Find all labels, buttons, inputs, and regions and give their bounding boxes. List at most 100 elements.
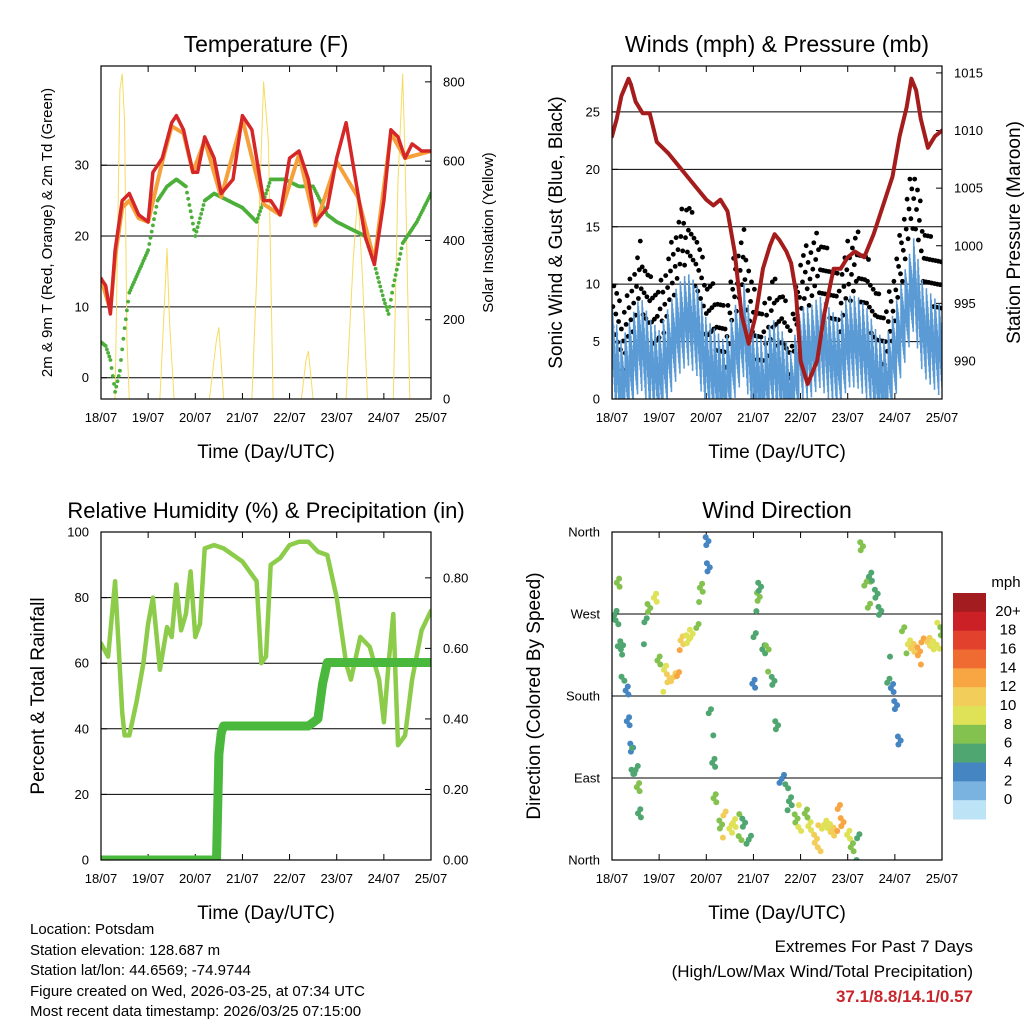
winds-y2label: Station Pressure (Maroon) [1004,121,1024,344]
gust-point [780,294,786,300]
direction-point [739,815,746,822]
gust-point [802,269,808,275]
gust-point [813,257,819,262]
winds-ytick-label: 15 [586,219,600,234]
gust-point [849,272,854,277]
dewpoint-point [201,203,206,207]
direction-point [732,816,739,822]
humidity-y2tick-label: 0.00 [443,853,468,868]
temperature-xtick-label: 19/07 [132,410,165,425]
direction-point [814,844,821,851]
direction-point [871,586,878,593]
direction-point [618,673,625,680]
wind_direction-xtick-label: 25/07 [926,871,959,886]
winds-xtick-label: 18/07 [596,410,629,425]
temperature-xtick-label: 18/07 [85,410,118,425]
gust-point [800,279,805,285]
gust-point [626,305,632,311]
legend-swatch [953,724,986,745]
gust-point [696,268,702,273]
gust-point [636,296,641,301]
wind_direction-xtick-label: 19/07 [643,871,676,886]
gust-point [893,287,899,293]
gust-point [682,262,687,268]
winds-y2tick-label: 990 [954,353,976,368]
gust-point [621,309,627,315]
gust-point [616,319,621,324]
gust-point [632,272,637,277]
dewpoint-point [123,317,128,322]
gust-point [648,274,654,280]
dewpoint-point [392,278,397,283]
gust-point [742,277,748,282]
gust-point [917,198,923,204]
gust-point [867,304,872,310]
direction-point [867,600,874,607]
gust-point [881,315,886,321]
wind_direction-plot-border [611,531,943,861]
humidity-xtick-label: 19/07 [132,871,165,886]
created-text: Figure created on Wed, 2026-03-25, at 07… [30,982,365,1000]
gust-point [665,285,670,290]
dewpoint-point [191,221,195,226]
gust-point [815,273,820,279]
gust-point [738,240,744,246]
gust-point [785,324,790,330]
winds-ytick-label: 25 [586,104,600,119]
direction-point [752,630,759,637]
gust-point [787,328,793,334]
gust-point [894,256,900,262]
gust-point [737,268,743,273]
gust-point [804,286,810,292]
legend-swatch [953,781,986,801]
dewpoint-point [257,212,261,217]
winds-ytick-label: 20 [586,162,600,177]
humidity-y2tick-label: 0.80 [443,570,468,585]
wind_direction-xtick-label: 21/07 [737,871,770,886]
gust-point [917,218,922,223]
gust-point [838,300,844,306]
gust-point [686,206,692,211]
dewpoint-point [254,220,259,224]
gust-point [850,245,855,251]
direction-point [640,641,647,648]
gust-point [675,247,681,253]
rainfall-line [101,658,431,860]
direction-point [788,794,795,801]
direction-point [703,560,710,567]
direction-point [795,824,802,830]
direction-point [834,828,841,834]
direction-point [676,669,683,676]
gust-point [612,283,617,289]
dewpoint-point [112,382,116,386]
humidity-title: Relative Humidity (%) & Precipitation (i… [67,498,464,523]
direction-point [765,668,772,675]
gust-point [899,240,904,246]
dewpoint-point [377,280,381,284]
gust-point [689,210,695,215]
gust-point [844,267,850,273]
gust-point [672,264,678,269]
humidity-ylabel: Percent & Total Rainfall [28,597,49,794]
gust-point [635,255,640,261]
winds-xtick-label: 25/07 [926,410,959,425]
winds-y2tick-label: 1005 [954,181,983,196]
temperature-plot-border [100,65,432,400]
winds-y2tick-label: 1000 [954,238,983,253]
gust-point [811,240,817,246]
humidity-y2tick-label: 0.60 [443,641,468,656]
gust-point [655,289,661,295]
direction-point [748,832,754,839]
gust-point [746,268,752,274]
direction-point [735,833,742,840]
gust-point [867,282,873,288]
dewpoint-point [384,305,389,309]
dewpoint-point [154,204,159,209]
gust-point [687,253,693,259]
gust-point [679,206,685,212]
temperature-title: Temperature (F) [184,31,349,57]
dewpoint-point [119,358,123,362]
direction-point [846,827,853,834]
dewpoint-point [118,368,122,373]
